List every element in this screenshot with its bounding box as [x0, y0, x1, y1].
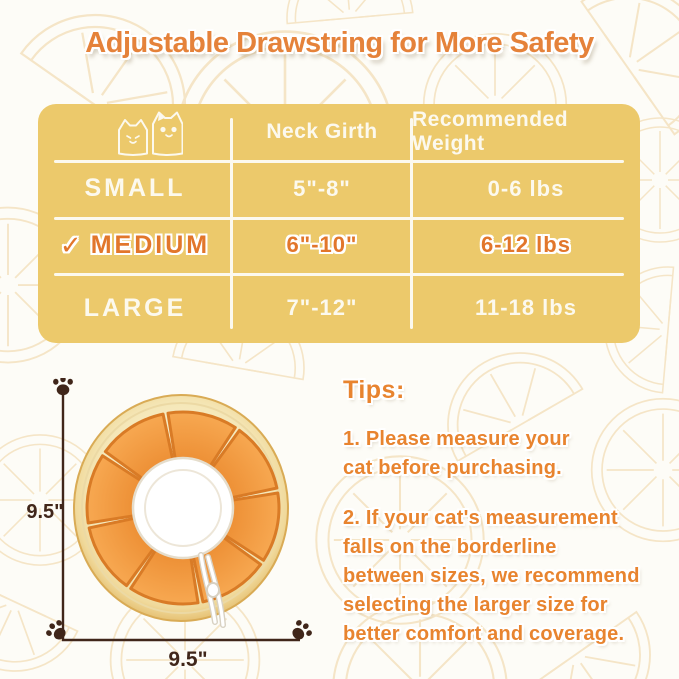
size-row-small-weight: 0-6 lbs [487, 175, 565, 201]
size-row-large-label: LARGE [83, 293, 187, 322]
size-row-small-label: SMALL [84, 174, 186, 202]
page-title: Adjustable Drawstring for More Safety [85, 27, 594, 59]
size-row-medium-girth: 6"-10" [286, 232, 358, 257]
checkmark-icon: ✓ [59, 229, 82, 260]
tip-2: 2. If your cat's measurement falls on th… [343, 507, 640, 645]
size-row-large-girth: 7"-12" [286, 295, 358, 320]
size-row-small-girth: 5"-8" [293, 175, 351, 201]
table-divider [54, 217, 624, 220]
column-header-recommended-weight: Recommended Weight [412, 108, 569, 155]
cord-toggle [206, 582, 220, 598]
table-divider [410, 118, 413, 329]
size-row-medium-label: ✓ MEDIUM [59, 229, 211, 260]
height-dimension-label: 9.5" [26, 501, 63, 523]
width-dimension-label: 9.5" [168, 648, 207, 671]
table-divider [54, 273, 624, 276]
tips-heading: Tips: [343, 376, 405, 404]
tips-section: Tips: 1. Please measure your cat before … [343, 376, 679, 670]
column-header-neck-girth: Neck Girth [266, 120, 378, 143]
dimension-lines: 9.5" 9.5" [26, 378, 315, 671]
size-row-large-weight: 11-18 lbs [475, 295, 577, 320]
size-chart-table: Neck Girth Recommended Weight SMALL 5"-8… [38, 104, 640, 343]
tip-1: 1. Please measure your cat before purcha… [343, 428, 570, 479]
size-row-medium-weight: 6-12 lbs [481, 232, 571, 257]
two-cats-icon [118, 111, 183, 156]
orange-slice-collar-image [73, 394, 289, 628]
table-divider [54, 160, 624, 163]
orange-collar-dimension-diagram: 9.5" 9.5" [26, 378, 315, 671]
cat-size-icons [50, 104, 244, 160]
table-divider [230, 118, 233, 329]
paw-print-icon [53, 378, 73, 396]
